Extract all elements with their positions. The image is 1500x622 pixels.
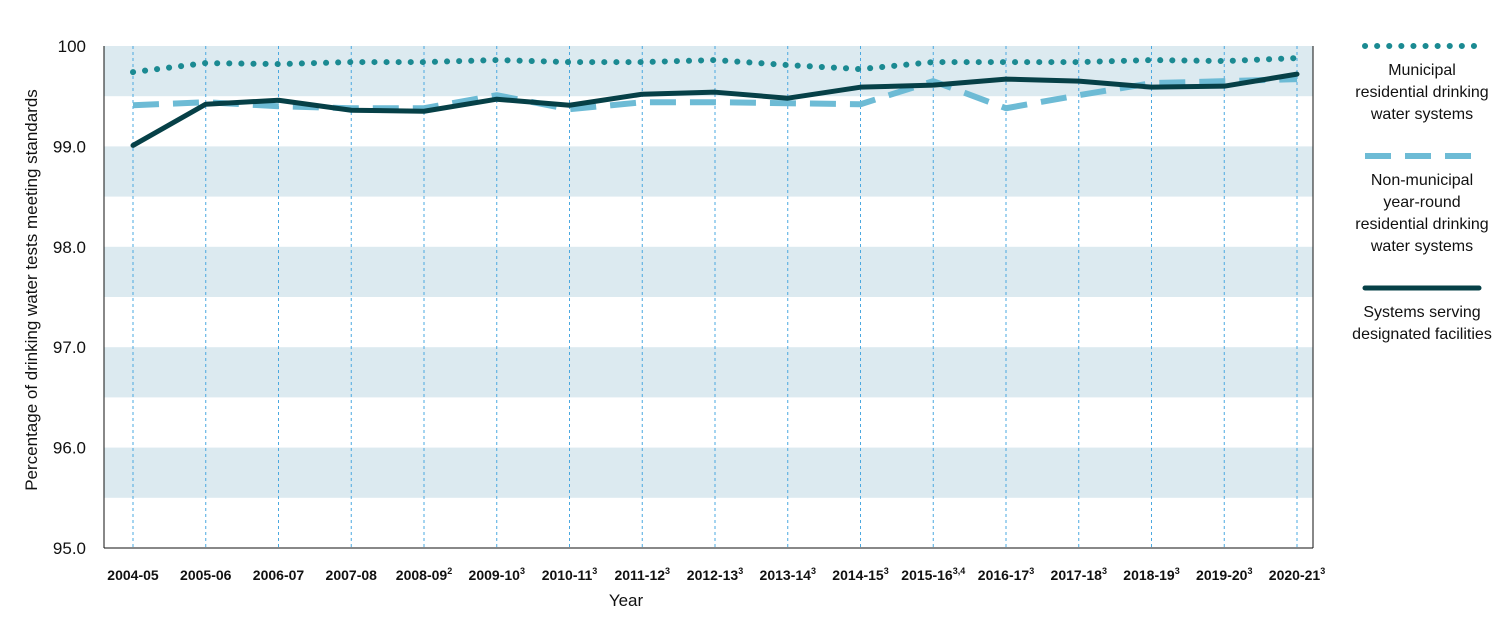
band	[104, 447, 1313, 498]
legend-swatch	[1362, 43, 1482, 49]
x-tick-label: 2007-08	[326, 567, 378, 583]
legend-label: Municipal residential drinking water sys…	[1355, 62, 1489, 123]
series-line-dotted	[130, 55, 1300, 76]
legend: Municipal residential drinking water sys…	[1352, 40, 1492, 370]
x-tick-label: 2006-07	[253, 567, 305, 583]
x-tick-label: 2018-193	[1123, 566, 1179, 583]
x-tick-label: 2015-163,4	[901, 566, 965, 583]
x-tick-label: 2005-06	[180, 567, 232, 583]
x-tick-label: 2010-113	[542, 566, 598, 583]
x-tick-label: 2009-103	[469, 566, 525, 583]
x-tick-label: 2020-213	[1269, 566, 1325, 583]
y-axis-title: Percentage of drinking water tests meeti…	[22, 89, 41, 491]
x-tick-label: 2016-173	[978, 566, 1034, 583]
legend-swatch	[1365, 153, 1479, 159]
x-axis-title: Year	[609, 591, 644, 610]
x-tick-label: 2004-05	[107, 567, 159, 583]
x-tick-label: 2019-203	[1196, 566, 1252, 583]
x-tick-label: 2011-123	[614, 566, 670, 583]
y-tick-label: 100	[58, 37, 86, 56]
y-tick-label: 96.0	[53, 439, 86, 458]
x-tick-label: 2014-153	[832, 566, 888, 583]
series-layer	[130, 55, 1300, 148]
x-tick-label: 2008-092	[396, 566, 452, 583]
background-bands	[104, 46, 1313, 498]
legend-label: Systems serving designated facilities	[1352, 304, 1492, 343]
x-tick-label: 2012-133	[687, 566, 743, 583]
band	[104, 46, 1313, 97]
x-tick-labels: 2004-05 2005-06 2006-07 2007-08 2008-092 2009…	[107, 566, 1325, 583]
legend-label: Non-municipal year-round residential dri…	[1355, 172, 1489, 255]
band	[104, 146, 1313, 197]
legend-item: Municipal residential drinking water sys…	[1352, 40, 1492, 126]
legend-item: Systems serving designated facilities	[1352, 282, 1492, 346]
x-tick-label: 2013-143	[760, 566, 816, 583]
series-line-solid	[130, 71, 1300, 148]
legend-swatch	[1362, 285, 1482, 291]
y-tick-label: 99.0	[53, 137, 86, 156]
y-tick-label: 95.0	[53, 539, 86, 558]
band	[104, 246, 1313, 297]
y-tick-labels: 95.0 96.0 97.0 98.0 99.0 100	[53, 37, 86, 558]
axes	[103, 46, 1314, 549]
series-line-dashed	[132, 76, 1298, 113]
x-tick-label: 2017-183	[1051, 566, 1107, 583]
legend-item: Non-municipal year-round residential dri…	[1352, 150, 1492, 258]
y-tick-label: 97.0	[53, 338, 86, 357]
y-tick-label: 98.0	[53, 238, 86, 257]
band	[104, 347, 1313, 398]
